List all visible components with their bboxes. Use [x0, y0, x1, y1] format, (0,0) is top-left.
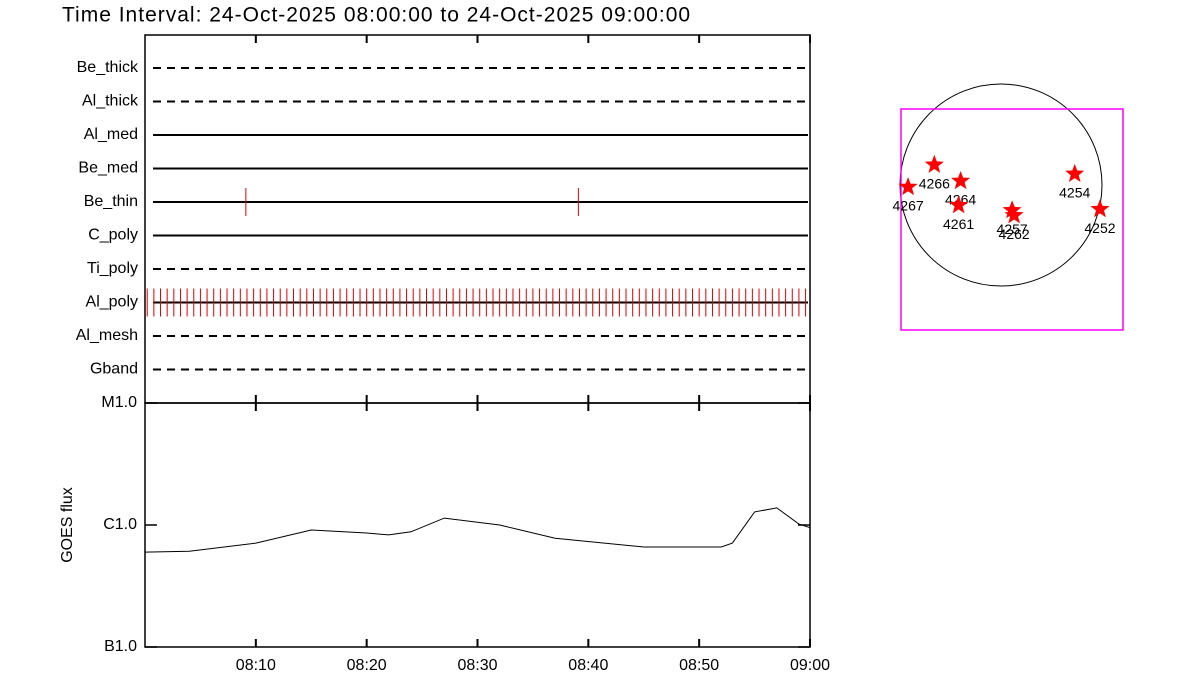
y-axis-label: GOES flux: [59, 487, 76, 563]
region-label: 4257: [997, 221, 1028, 237]
row-label: Al_poly: [86, 294, 138, 311]
x-tick-label: 08:30: [457, 657, 497, 674]
x-tick-label: 08:10: [236, 657, 276, 674]
region-star: [1090, 199, 1110, 218]
region-label: 4261: [943, 216, 974, 232]
region-star: [951, 171, 971, 190]
title: Time Interval: 24-Oct-2025 08:00:00 to 2…: [62, 4, 691, 27]
region-star: [949, 195, 969, 214]
region-label: 4266: [919, 176, 950, 192]
panel-frame: [144, 402, 811, 648]
x-tick-label: 08:20: [347, 657, 387, 674]
row-label: Be_med: [78, 160, 138, 177]
row-label: Be_thick: [77, 59, 139, 76]
flux-line: [144, 507, 811, 553]
region-label: 4252: [1084, 220, 1115, 236]
row-label: Al_med: [84, 126, 138, 143]
region-star: [898, 177, 918, 196]
region-label: 4262: [999, 226, 1030, 242]
region-star: [924, 154, 944, 173]
y-tick-label: C1.0: [103, 516, 137, 533]
x-tick-label: 09:00: [790, 657, 830, 674]
region-star: [1004, 205, 1024, 224]
region-star: [1065, 163, 1085, 182]
row-label: C_poly: [88, 227, 138, 244]
x-tick-label: 08:40: [568, 657, 608, 674]
row-label: Be_thin: [84, 193, 138, 210]
region-label: 4267: [893, 198, 924, 214]
row-label: Al_thick: [82, 93, 139, 110]
row-label: Gband: [90, 361, 138, 378]
y-tick-label: M1.0: [101, 394, 137, 411]
row-label: Ti_poly: [87, 260, 138, 277]
field-of-view: [900, 108, 1124, 331]
row-label: Al_mesh: [76, 327, 138, 344]
region-star: [1002, 200, 1022, 219]
y-tick-label: B1.0: [104, 638, 137, 655]
region-label: 4254: [1059, 185, 1090, 201]
x-tick-label: 08:50: [679, 657, 719, 674]
panel-frame: [144, 34, 811, 404]
